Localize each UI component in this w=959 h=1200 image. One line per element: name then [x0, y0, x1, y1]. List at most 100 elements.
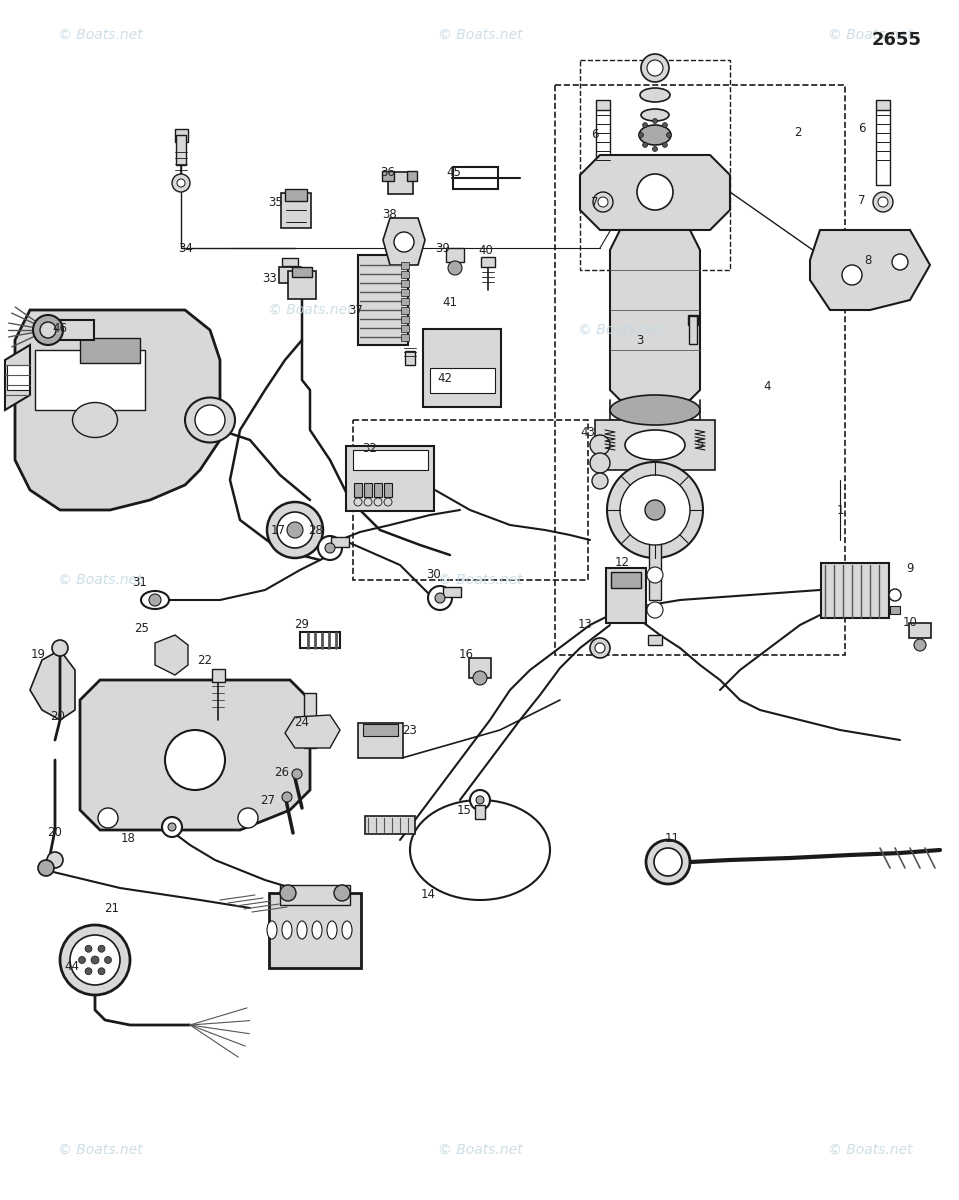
- Bar: [292, 266, 312, 277]
- Text: 10: 10: [902, 616, 918, 629]
- Bar: [580, 60, 730, 270]
- Bar: [387, 172, 412, 194]
- Text: 44: 44: [64, 960, 80, 972]
- Bar: [401, 270, 409, 277]
- Polygon shape: [15, 310, 220, 510]
- Bar: [285, 188, 307, 200]
- Bar: [331, 538, 349, 547]
- Bar: [407, 170, 417, 181]
- Bar: [401, 324, 409, 331]
- Circle shape: [325, 542, 335, 553]
- Text: 19: 19: [31, 648, 45, 661]
- Text: 23: 23: [403, 724, 417, 737]
- Circle shape: [889, 589, 901, 601]
- Circle shape: [177, 179, 185, 187]
- Bar: [606, 568, 646, 623]
- Circle shape: [892, 254, 908, 270]
- Circle shape: [590, 638, 610, 658]
- Bar: [401, 298, 409, 305]
- Bar: [596, 100, 610, 110]
- Circle shape: [85, 967, 92, 974]
- Text: 27: 27: [261, 793, 275, 806]
- Text: © Boats.net: © Boats.net: [58, 572, 142, 587]
- Ellipse shape: [297, 922, 307, 938]
- Circle shape: [394, 232, 414, 252]
- Text: 7: 7: [858, 193, 866, 206]
- Circle shape: [292, 769, 302, 779]
- Polygon shape: [80, 680, 310, 830]
- Circle shape: [318, 536, 342, 560]
- Text: 17: 17: [270, 523, 286, 536]
- Text: 26: 26: [274, 767, 290, 780]
- Bar: [890, 606, 900, 614]
- Bar: [7, 365, 29, 390]
- Circle shape: [647, 602, 663, 618]
- Bar: [175, 128, 188, 142]
- Ellipse shape: [267, 922, 277, 938]
- Circle shape: [470, 790, 490, 810]
- Circle shape: [435, 593, 445, 602]
- Bar: [469, 658, 491, 678]
- Circle shape: [663, 122, 667, 127]
- Text: © Boats.net: © Boats.net: [268, 302, 352, 317]
- Ellipse shape: [641, 109, 669, 121]
- Circle shape: [354, 498, 362, 506]
- Circle shape: [364, 498, 372, 506]
- Bar: [35, 350, 145, 410]
- Text: 20: 20: [51, 710, 65, 724]
- Ellipse shape: [342, 922, 352, 938]
- Ellipse shape: [73, 402, 118, 438]
- Circle shape: [168, 823, 176, 830]
- Circle shape: [40, 322, 56, 338]
- Polygon shape: [610, 230, 700, 400]
- Circle shape: [652, 119, 658, 124]
- Circle shape: [654, 848, 682, 876]
- Circle shape: [593, 192, 613, 212]
- Circle shape: [647, 60, 663, 76]
- Polygon shape: [155, 635, 188, 674]
- Circle shape: [282, 792, 292, 802]
- Circle shape: [641, 54, 669, 82]
- Circle shape: [643, 122, 647, 127]
- Ellipse shape: [185, 397, 235, 443]
- Circle shape: [195, 404, 225, 434]
- Circle shape: [637, 174, 673, 210]
- Text: 42: 42: [437, 372, 453, 384]
- Ellipse shape: [312, 922, 322, 938]
- Text: 9: 9: [906, 562, 914, 575]
- Bar: [42, 320, 94, 340]
- Text: 24: 24: [294, 715, 310, 728]
- Text: 1: 1: [836, 504, 844, 516]
- Bar: [430, 367, 495, 392]
- Bar: [363, 724, 397, 736]
- Circle shape: [98, 946, 105, 953]
- Bar: [611, 572, 641, 588]
- Text: 31: 31: [132, 576, 148, 588]
- Text: 22: 22: [198, 654, 213, 666]
- Circle shape: [85, 946, 92, 953]
- Bar: [212, 668, 224, 682]
- Text: 16: 16: [458, 648, 474, 660]
- Bar: [453, 167, 498, 188]
- Text: © Boats.net: © Boats.net: [437, 572, 523, 587]
- Bar: [80, 337, 140, 362]
- Text: 28: 28: [309, 523, 323, 536]
- Circle shape: [473, 671, 487, 685]
- Text: 43: 43: [580, 426, 596, 438]
- Ellipse shape: [639, 125, 671, 145]
- Bar: [475, 805, 485, 818]
- Circle shape: [878, 197, 888, 206]
- Ellipse shape: [327, 922, 337, 938]
- Circle shape: [592, 473, 608, 490]
- Text: 21: 21: [105, 901, 120, 914]
- Text: 8: 8: [864, 253, 872, 266]
- Circle shape: [873, 192, 893, 212]
- Text: 2655: 2655: [872, 30, 922, 48]
- Bar: [382, 170, 394, 181]
- Bar: [401, 262, 409, 269]
- Text: 6: 6: [592, 128, 598, 142]
- Bar: [269, 893, 361, 967]
- Text: 30: 30: [427, 569, 441, 582]
- Circle shape: [98, 808, 118, 828]
- Circle shape: [646, 840, 690, 884]
